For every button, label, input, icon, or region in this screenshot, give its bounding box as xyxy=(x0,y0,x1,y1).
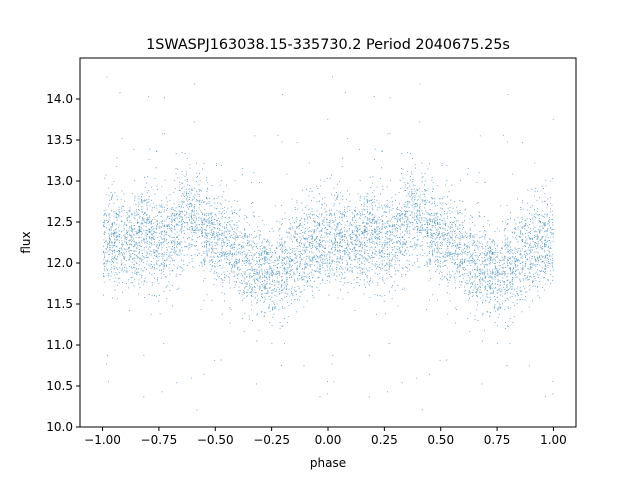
y-tick-label: 12.5 xyxy=(46,215,73,229)
y-tick-label: 10.0 xyxy=(46,420,73,434)
x-tick-label: 0.25 xyxy=(371,433,398,447)
chart-title: 1SWASPJ163038.15-335730.2 Period 2040675… xyxy=(146,37,510,53)
x-axis-ticks: −1.00 −0.75 −0.50 −0.25 0.00 0.25 0.50 0.75 1.00 xyxy=(84,427,567,447)
x-tick-label: −0.25 xyxy=(253,433,290,447)
y-tick-label: 11.0 xyxy=(46,338,73,352)
x-tick-label: 0.50 xyxy=(427,433,454,447)
x-tick-label: 0.00 xyxy=(315,433,342,447)
x-tick-label: −0.75 xyxy=(141,433,178,447)
data-points xyxy=(102,76,554,411)
x-tick-label: 0.75 xyxy=(484,433,511,447)
y-tick-label: 12.0 xyxy=(46,256,73,270)
x-axis-label: phase xyxy=(310,456,346,470)
y-axis-label: flux xyxy=(19,231,33,253)
x-tick-label: −1.00 xyxy=(84,433,121,447)
data-point-cloud xyxy=(102,76,554,411)
y-tick-label: 13.5 xyxy=(46,133,73,147)
y-tick-label: 10.5 xyxy=(46,379,73,393)
x-tick-label: −0.50 xyxy=(197,433,234,447)
y-axis-ticks: 10.0 10.5 11.0 11.5 12.0 12.5 13.0 13.5 14.0 xyxy=(46,92,80,434)
x-tick-label: 1.00 xyxy=(540,433,567,447)
y-tick-label: 11.5 xyxy=(46,297,73,311)
y-tick-label: 14.0 xyxy=(46,92,73,106)
y-tick-label: 13.0 xyxy=(46,174,73,188)
